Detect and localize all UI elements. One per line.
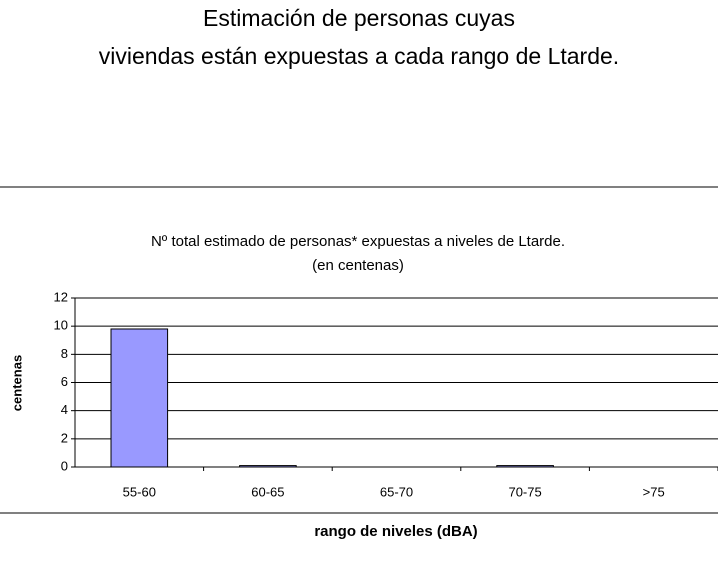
x-tick-label: >75	[643, 484, 665, 499]
x-tick-label: 55-60	[123, 484, 156, 499]
y-axis-label: centenas	[9, 355, 24, 411]
y-tick-label: 2	[61, 430, 68, 445]
bar	[110, 328, 169, 468]
y-tick-label: 8	[61, 346, 68, 361]
page-title-line: Estimación de personas cuyas	[203, 5, 515, 31]
bar	[239, 465, 297, 468]
y-tick-label: 12	[54, 289, 68, 304]
chart-title: (en centenas)	[312, 257, 404, 274]
bar	[496, 465, 554, 468]
y-tick-label: 6	[61, 374, 68, 389]
page-title-line: viviendas están expuestas a cada rango d…	[99, 43, 619, 69]
x-axis-label: rango de niveles (dBA)	[314, 523, 477, 540]
x-tick-label: 70-75	[508, 484, 541, 499]
y-tick-label: 0	[61, 458, 68, 473]
y-tick-label: 10	[54, 318, 68, 333]
x-tick-label: 60-65	[251, 484, 284, 499]
chart-title: Nº total estimado de personas* expuestas…	[151, 233, 565, 250]
y-tick-label: 4	[61, 402, 68, 417]
x-tick-label: 65-70	[380, 484, 413, 499]
